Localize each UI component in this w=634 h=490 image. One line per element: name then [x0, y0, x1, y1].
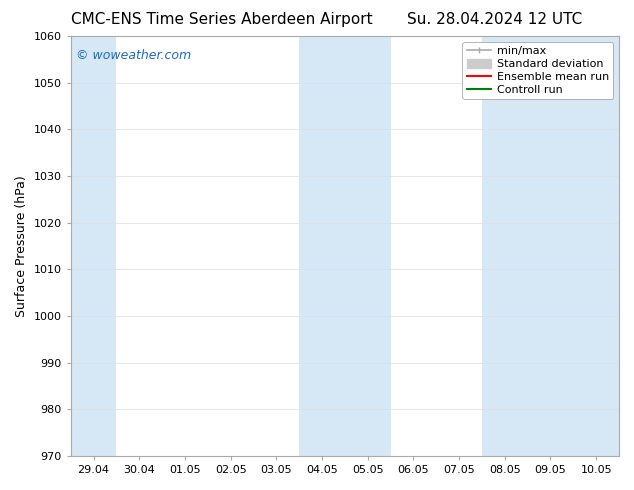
Bar: [482, 36, 619, 456]
Text: Su. 28.04.2024 12 UTC: Su. 28.04.2024 12 UTC: [407, 12, 582, 27]
Text: CMC-ENS Time Series Aberdeen Airport: CMC-ENS Time Series Aberdeen Airport: [71, 12, 373, 27]
Y-axis label: Surface Pressure (hPa): Surface Pressure (hPa): [15, 175, 28, 317]
Legend: min/max, Standard deviation, Ensemble mean run, Controll run: min/max, Standard deviation, Ensemble me…: [462, 42, 614, 99]
Text: © woweather.com: © woweather.com: [76, 49, 191, 62]
Bar: [71, 36, 117, 456]
Bar: [299, 36, 391, 456]
